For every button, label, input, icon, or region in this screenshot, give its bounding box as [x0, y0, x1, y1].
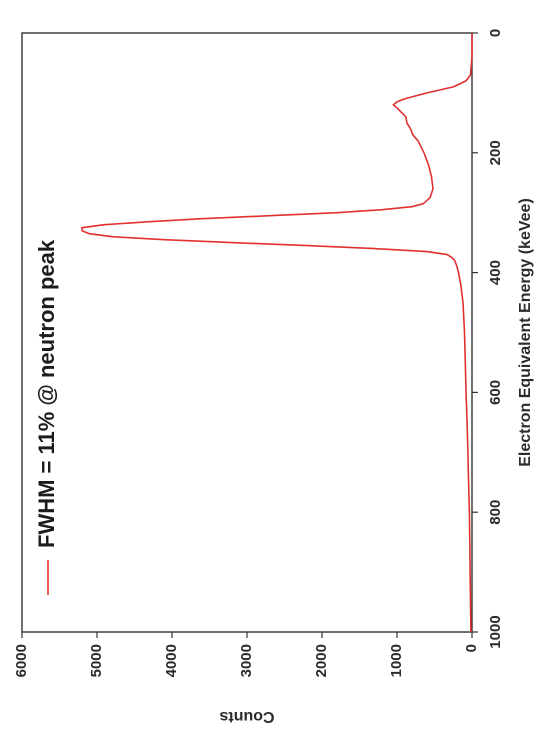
- y-tick-label: 0: [463, 644, 480, 652]
- y-tick-label: 2000: [313, 644, 330, 677]
- series-layer: [81, 33, 473, 633]
- y-axis-label: Counts: [219, 708, 274, 725]
- x-axis-label: Electron Equivalent Energy (keVee): [517, 198, 534, 467]
- tick-labels: 0 200 400 600 800 1000 0 1000 2000 3000 4000 5000 60…: [13, 29, 504, 678]
- legend: FWHM = 11% @ neutron peak: [34, 239, 59, 595]
- plot-frame: [21, 32, 473, 633]
- y-tick-label: 4000: [163, 644, 180, 677]
- axes: [21, 32, 478, 638]
- x-tick-label: 800: [487, 500, 504, 525]
- series-line-0: [81, 33, 473, 633]
- x-tick-label: 600: [487, 380, 504, 405]
- y-tick-label: 5000: [88, 644, 105, 677]
- y-tick-label: 1000: [388, 644, 405, 677]
- legend-label: FWHM = 11% @ neutron peak: [34, 239, 59, 548]
- x-tick-label: 0: [487, 29, 504, 37]
- x-tick-label: 200: [487, 140, 504, 165]
- y-tick-label: 3000: [238, 644, 255, 677]
- x-tick-label: 1000: [487, 615, 504, 648]
- y-tick-label: 6000: [13, 644, 30, 677]
- x-tick-label: 400: [487, 260, 504, 285]
